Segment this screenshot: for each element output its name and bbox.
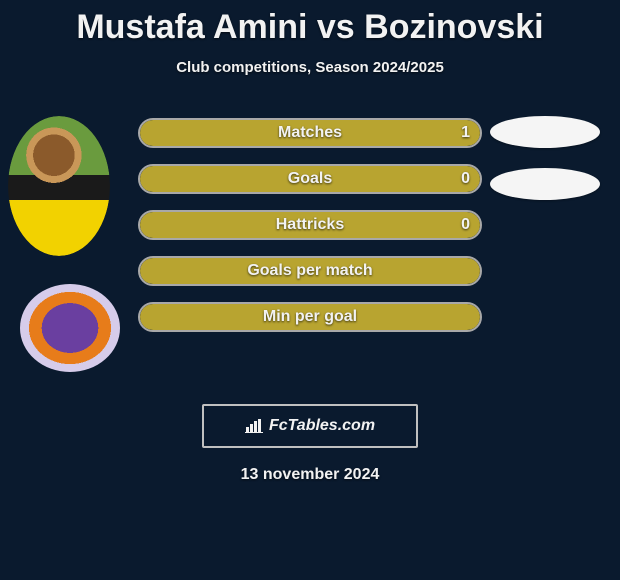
stat-bar: Goals0: [138, 164, 482, 194]
stat-bars: Matches1Goals0Hattricks0Goals per matchM…: [138, 118, 482, 348]
brand-text: FcTables.com: [269, 417, 375, 435]
bar-value: 1: [461, 118, 470, 148]
bar-value: 0: [461, 164, 470, 194]
stat-bar: Goals per match: [138, 256, 482, 286]
stat-bar: Matches1: [138, 118, 482, 148]
right-ellipse: [490, 168, 600, 200]
stat-bar: Hattricks0: [138, 210, 482, 240]
player-avatar: [8, 116, 110, 256]
page-subtitle: Club competitions, Season 2024/2025: [0, 59, 620, 76]
bar-label: Goals: [138, 164, 482, 194]
bar-label: Hattricks: [138, 210, 482, 240]
chart-icon: [245, 419, 263, 433]
club-badge: [20, 284, 120, 372]
bar-label: Goals per match: [138, 256, 482, 286]
page-date: 13 november 2024: [0, 466, 620, 484]
player-avatar-image: [8, 116, 110, 256]
brand-box[interactable]: FcTables.com: [202, 404, 418, 448]
bar-label: Matches: [138, 118, 482, 148]
bar-label: Min per goal: [138, 302, 482, 332]
comparison-area: Matches1Goals0Hattricks0Goals per matchM…: [0, 114, 620, 384]
stat-bar: Min per goal: [138, 302, 482, 332]
bar-value: 0: [461, 210, 470, 240]
right-ellipse: [490, 116, 600, 148]
page-title: Mustafa Amini vs Bozinovski: [0, 0, 620, 47]
right-ellipses: [490, 116, 600, 220]
